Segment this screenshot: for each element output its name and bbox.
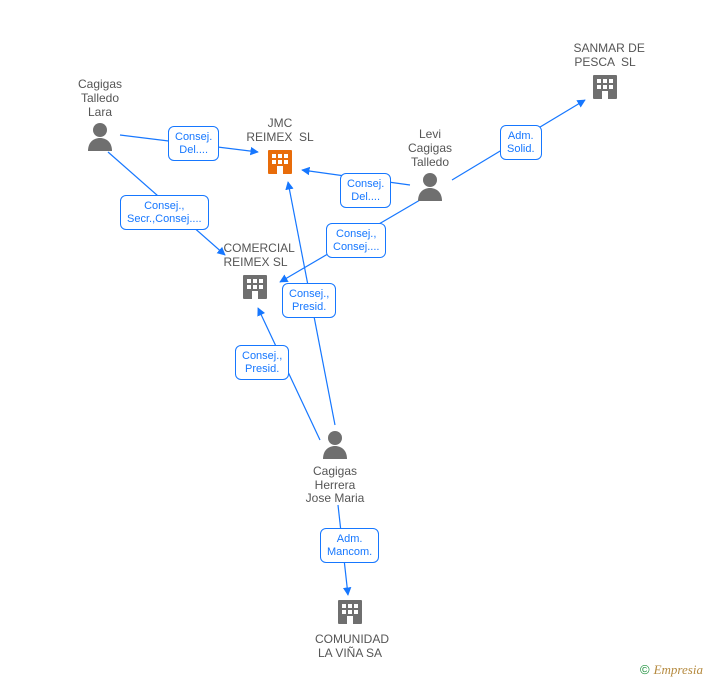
edge-label[interactable]: Consej. Del....	[168, 126, 219, 161]
node-label: COMERCIAL REIMEX SL	[224, 242, 287, 270]
node-jmc_reimex[interactable]: JMC REIMEX SL	[245, 117, 315, 182]
node-cagigas_herrera[interactable]: Cagigas Herrera Jose Maria	[300, 427, 370, 506]
edge-label[interactable]: Consej., Presid.	[235, 345, 289, 380]
diagram-stage: Cagigas Talledo Lara JMC REIMEX SL Levi …	[0, 0, 728, 685]
building-icon	[574, 72, 637, 106]
edge-label[interactable]: Consej., Consej....	[326, 223, 386, 258]
edge-label[interactable]: Consej., Secr.,Consej....	[120, 195, 209, 230]
node-levi_cagigas[interactable]: Levi Cagigas Talledo	[406, 128, 455, 207]
node-label: Cagigas Herrera Jose Maria	[300, 465, 370, 506]
node-label: Levi Cagigas Talledo	[406, 128, 455, 169]
person-icon	[300, 429, 370, 463]
node-label: SANMAR DE PESCA SL	[574, 42, 637, 70]
edge-label[interactable]: Adm. Mancom.	[320, 528, 379, 563]
node-cagigas_talledo_lara[interactable]: Cagigas Talledo Lara	[76, 78, 125, 157]
copyright-symbol: ©	[640, 662, 650, 677]
person-icon	[76, 121, 125, 155]
edge-label[interactable]: Consej., Presid.	[282, 283, 336, 318]
building-icon	[245, 147, 315, 181]
edge-label[interactable]: Consej. Del....	[340, 173, 391, 208]
building-icon	[315, 597, 385, 631]
node-label: JMC REIMEX SL	[245, 117, 315, 145]
person-icon	[406, 171, 455, 205]
building-icon	[224, 272, 287, 306]
node-comunidad[interactable]: COMUNIDAD LA VIÑA SA	[315, 595, 385, 660]
node-label: COMUNIDAD LA VIÑA SA	[315, 633, 385, 661]
watermark-text: Empresia	[654, 662, 703, 677]
watermark: © Empresia	[640, 662, 703, 678]
node-sanmar[interactable]: SANMAR DE PESCA SL	[574, 42, 637, 107]
edge-label[interactable]: Adm. Solid.	[500, 125, 542, 160]
node-label: Cagigas Talledo Lara	[76, 78, 125, 119]
node-comercial_reimex[interactable]: COMERCIAL REIMEX SL	[224, 242, 287, 307]
